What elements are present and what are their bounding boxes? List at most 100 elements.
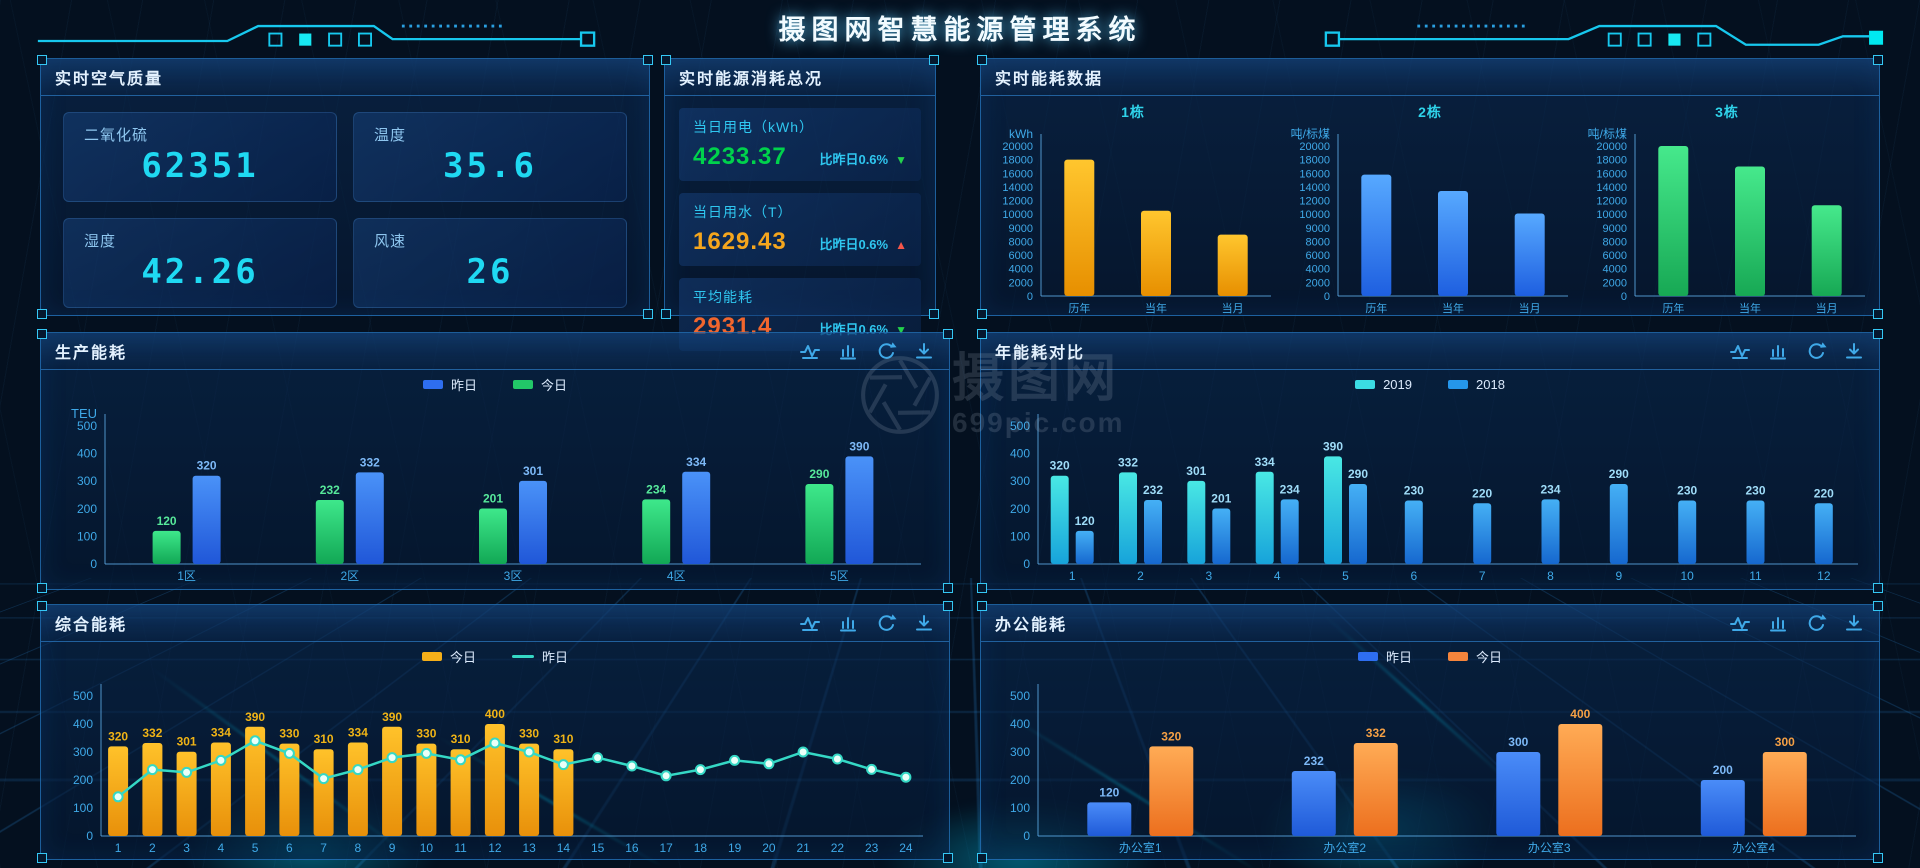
svg-text:办公室2: 办公室2	[1323, 840, 1366, 855]
bar-chart-icon[interactable]	[1767, 342, 1789, 360]
corner-marker	[37, 853, 47, 863]
panel-annual-comparison: 年能耗对比 2019 2018 0 100 200 300 400 500 1 320 120 2 3…	[977, 329, 1883, 593]
bar-chart-icon[interactable]	[837, 614, 859, 632]
svg-text:200: 200	[1713, 763, 1733, 777]
svg-text:234: 234	[1540, 482, 1560, 496]
svg-text:232: 232	[1304, 754, 1324, 768]
svg-text:20000: 20000	[1002, 141, 1033, 153]
svg-text:100: 100	[1010, 801, 1030, 815]
svg-text:300: 300	[1775, 735, 1795, 749]
legend-label: 2018	[1476, 376, 1505, 392]
svg-text:332: 332	[360, 455, 380, 469]
svg-text:301: 301	[523, 464, 543, 478]
svg-text:20: 20	[762, 841, 776, 855]
svg-text:历年: 历年	[1068, 301, 1090, 315]
svg-text:1区: 1区	[177, 569, 196, 583]
corner-marker	[1873, 55, 1883, 65]
svg-text:18000: 18000	[1299, 155, 1330, 167]
svg-text:400: 400	[1570, 707, 1590, 721]
svg-text:kWh: kWh	[1009, 127, 1033, 141]
line-chart-icon[interactable]	[1729, 342, 1751, 360]
svg-text:18000: 18000	[1596, 155, 1627, 167]
svg-text:12000: 12000	[1596, 196, 1627, 208]
legend-label: 2019	[1383, 376, 1412, 392]
svg-text:1: 1	[1069, 569, 1076, 583]
svg-text:8000: 8000	[1009, 236, 1033, 248]
line-chart-icon[interactable]	[799, 342, 821, 360]
office-energy-chart: 0 100 200 300 400 500 办公室1 120 320 办公室2 232 332 办公室3…	[1010, 684, 1856, 855]
svg-text:310: 310	[314, 732, 334, 746]
svg-text:2000: 2000	[1009, 277, 1033, 289]
line-chart-icon[interactable]	[1729, 614, 1751, 632]
download-icon[interactable]	[913, 614, 935, 632]
svg-text:2000: 2000	[1603, 277, 1627, 289]
download-icon[interactable]	[1843, 342, 1865, 360]
svg-text:290: 290	[809, 467, 829, 481]
svg-text:500: 500	[77, 419, 97, 433]
svg-text:12: 12	[1817, 569, 1831, 583]
legend-item[interactable]: 昨日	[1357, 647, 1412, 666]
refresh-icon[interactable]	[875, 614, 897, 632]
bar-chart-icon[interactable]	[1767, 614, 1789, 632]
svg-text:11: 11	[1749, 569, 1762, 583]
svg-text:0: 0	[1023, 829, 1030, 843]
building-chart-row: 1栋 0 2000 4000 6000 8000 9000 10000 12000 14000 1…	[981, 96, 1879, 318]
legend-swatch	[513, 379, 533, 389]
svg-text:320: 320	[197, 459, 217, 473]
bar-chart-icon[interactable]	[837, 342, 859, 360]
svg-text:334: 334	[1255, 455, 1275, 469]
trend-up-icon: ▲	[895, 238, 907, 252]
svg-text:20000: 20000	[1596, 141, 1627, 153]
panel-air-quality: 实时空气质量 二氧化硫 62351 温度 35.6 湿度 42.26 风速 26	[37, 55, 653, 319]
chart-legend: 昨日 今日	[41, 370, 949, 398]
svg-text:5: 5	[1342, 569, 1349, 583]
svg-text:当年: 当年	[1442, 301, 1464, 315]
svg-text:6: 6	[1410, 569, 1417, 583]
legend-item[interactable]: 今日	[1448, 647, 1502, 666]
download-icon[interactable]	[1843, 614, 1865, 632]
svg-text:220: 220	[1814, 486, 1834, 500]
panel-toolbar	[1713, 614, 1865, 632]
svg-text:当月: 当月	[1222, 301, 1244, 315]
corner-marker	[661, 309, 671, 319]
svg-text:390: 390	[245, 710, 265, 724]
svg-text:0: 0	[1023, 557, 1030, 571]
legend-label: 昨日	[1385, 649, 1412, 665]
corner-marker	[643, 309, 653, 319]
corner-marker	[37, 55, 47, 65]
svg-text:332: 332	[1118, 455, 1138, 469]
svg-text:300: 300	[1010, 474, 1030, 488]
refresh-icon[interactable]	[1805, 342, 1827, 360]
corner-marker	[943, 601, 953, 611]
legend-item[interactable]: 昨日	[422, 375, 477, 394]
corner-marker	[977, 601, 987, 611]
legend-item[interactable]: 今日	[513, 375, 567, 394]
svg-text:334: 334	[348, 726, 368, 740]
legend-item[interactable]: 今日	[421, 647, 476, 666]
metric-value: 62351	[141, 146, 259, 186]
svg-text:当月: 当月	[1816, 301, 1838, 315]
legend-item[interactable]: 2019	[1355, 377, 1412, 392]
svg-text:4: 4	[1274, 569, 1281, 583]
legend-item[interactable]: 2018	[1448, 377, 1505, 392]
svg-text:500: 500	[1010, 689, 1030, 703]
line-chart-icon[interactable]	[799, 614, 821, 632]
legend-item[interactable]: 昨日	[512, 647, 568, 666]
svg-text:100: 100	[73, 801, 93, 815]
metric-card-humidity: 湿度 42.26	[63, 218, 337, 308]
panel-title: 综合能耗	[55, 617, 128, 634]
refresh-icon[interactable]	[875, 342, 897, 360]
annual-comparison-chart: 0 100 200 300 400 500 1 320 120 2 332 232 3 301 201 4 33…	[1010, 414, 1858, 583]
svg-text:300: 300	[73, 745, 93, 759]
download-icon[interactable]	[913, 342, 935, 360]
svg-text:220: 220	[1472, 486, 1492, 500]
mini-chart-title: 1栋	[1121, 104, 1145, 120]
metric-card-wind-speed: 风速 26	[353, 218, 627, 308]
svg-text:0: 0	[1621, 291, 1627, 303]
refresh-icon[interactable]	[1805, 614, 1827, 632]
mini-chart-title: 3栋	[1715, 104, 1739, 120]
corner-marker	[661, 55, 671, 65]
corner-marker	[37, 309, 47, 319]
